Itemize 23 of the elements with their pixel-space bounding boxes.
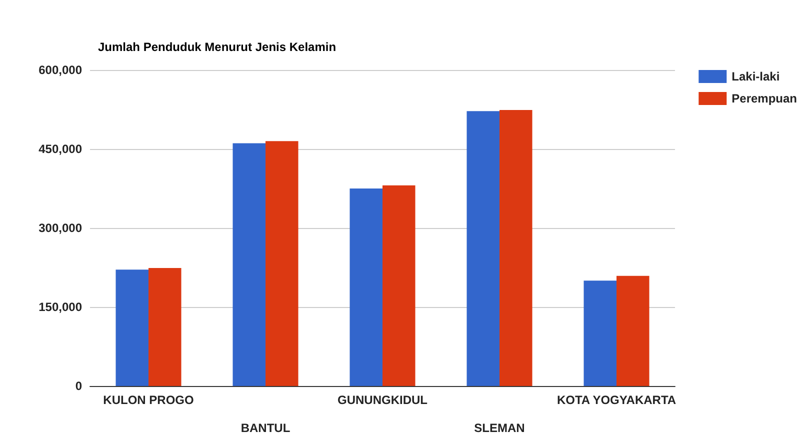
bar: [500, 110, 532, 386]
bar: [232, 143, 266, 386]
bar: [466, 111, 500, 386]
y-tick-label: 450,000: [38, 142, 82, 156]
x-tick-label: KULON PROGO: [103, 393, 194, 407]
y-tick-label: 600,000: [38, 63, 82, 77]
bar: [116, 270, 148, 386]
x-tick-label: GUNUNGKIDUL: [338, 393, 428, 407]
bar: [350, 188, 382, 386]
bar: [616, 276, 650, 386]
y-tick-label: 150,000: [38, 300, 82, 314]
y-tick-label: 0: [75, 379, 82, 393]
chart-title: Jumlah Penduduk Menurut Jenis Kelamin: [98, 40, 336, 54]
x-tick-label: SLEMAN: [474, 421, 525, 435]
x-tick-label: KOTA YOGYAKARTA: [556, 393, 676, 407]
bar: [266, 141, 298, 386]
legend-label: Laki-laki: [732, 70, 780, 84]
x-tick-label: BANTUL: [240, 421, 290, 435]
legend-label: Perempuan: [732, 92, 798, 106]
bar: [584, 280, 616, 386]
bar: [382, 185, 416, 386]
bar: [148, 268, 182, 386]
y-tick-label: 300,000: [38, 221, 82, 235]
